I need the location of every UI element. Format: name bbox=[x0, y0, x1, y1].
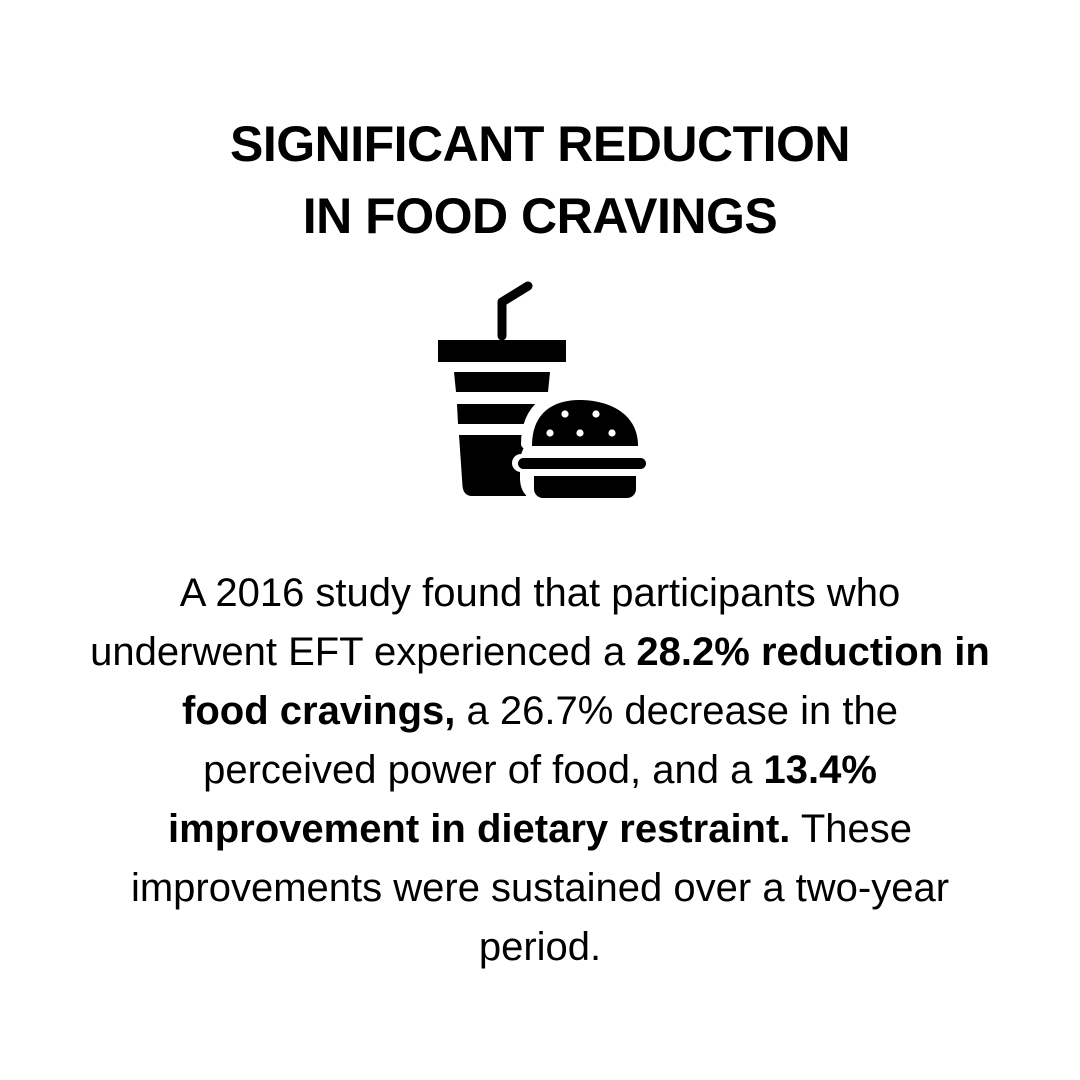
body-text-3: These improvements were sustained over a… bbox=[130, 807, 950, 969]
highlight-dietary-restraint: 13.4% improvement in dietary restraint. bbox=[168, 748, 877, 851]
title-line-1: SIGNIFICANT REDUCTION bbox=[229, 116, 851, 172]
highlight-cravings: 28.2% reduction in food cravings, bbox=[182, 630, 990, 733]
title-line-2: IN FOOD CRAVINGS bbox=[302, 188, 778, 244]
study-description: A 2016 study found that participants who… bbox=[90, 564, 990, 977]
body-text-2: a 26.7% decrease in the perceived power … bbox=[203, 689, 898, 792]
page-title: SIGNIFICANT REDUCTION IN FOOD CRAVINGS bbox=[0, 108, 1080, 252]
body-text-1: A 2016 study found that participants who… bbox=[90, 571, 901, 674]
fast-food-icon bbox=[434, 280, 652, 508]
